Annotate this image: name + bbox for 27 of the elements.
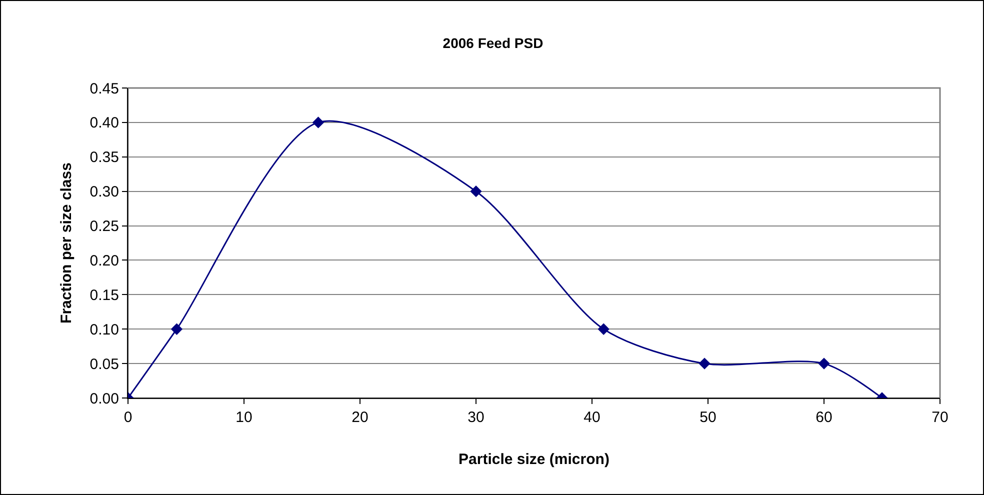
y-axis-title: Fraction per size class bbox=[58, 162, 76, 324]
y-tick-label: 0.25 bbox=[90, 218, 119, 236]
x-tick-label: 40 bbox=[584, 409, 600, 426]
x-axis-title: Particle size (micron) bbox=[458, 451, 610, 468]
x-tick-label: 70 bbox=[932, 409, 948, 426]
y-tick-label: 0.05 bbox=[90, 356, 119, 373]
y-tick-label: 0.40 bbox=[90, 114, 119, 132]
chart-title: 2006 Feed PSD bbox=[442, 34, 544, 51]
y-tick-label: 0.35 bbox=[90, 149, 119, 166]
y-tick-label: 0.45 bbox=[90, 80, 119, 98]
y-tick-label: 0.00 bbox=[90, 390, 119, 408]
point bbox=[698, 358, 710, 370]
y-tick-label: 0.10 bbox=[90, 321, 119, 338]
x-tick-label: 0 bbox=[124, 409, 132, 426]
x-tick-label: 50 bbox=[700, 409, 716, 426]
x-tick-label: 30 bbox=[468, 409, 484, 426]
point bbox=[170, 323, 183, 335]
y-tick-label: 0.30 bbox=[90, 184, 119, 201]
y-tick-label: 0.15 bbox=[90, 286, 119, 304]
y-tick-label: 0.20 bbox=[90, 252, 119, 270]
point bbox=[818, 358, 830, 370]
x-tick-label: 20 bbox=[352, 409, 368, 426]
point bbox=[470, 185, 482, 198]
point bbox=[312, 116, 324, 128]
x-tick-label: 10 bbox=[236, 409, 252, 426]
x-tick-label: 60 bbox=[816, 409, 832, 426]
point bbox=[598, 323, 610, 335]
